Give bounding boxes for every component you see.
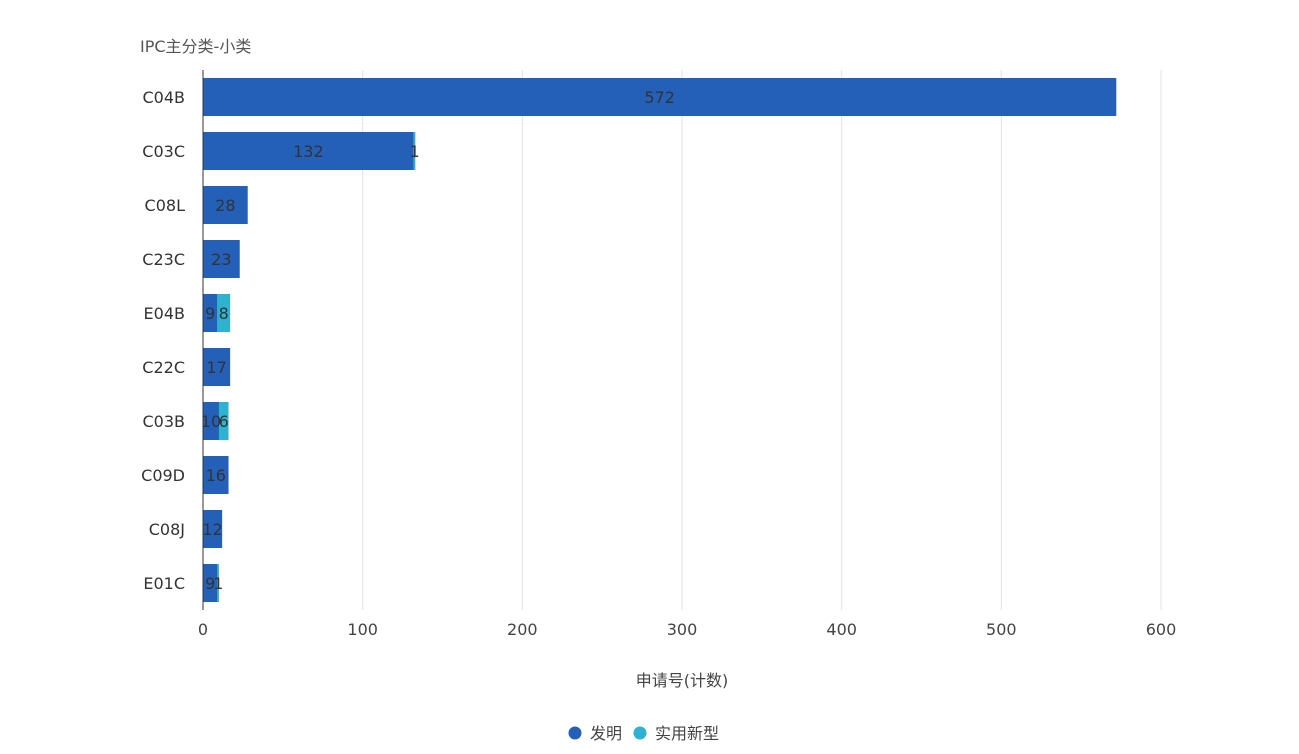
data-label: 23 <box>211 250 231 269</box>
x-tick-label: 400 <box>826 620 857 639</box>
category-label: C04B <box>142 88 185 107</box>
category-label: C08J <box>149 520 185 539</box>
gridlines <box>363 70 1161 610</box>
x-tick-label: 300 <box>667 620 698 639</box>
legend-marker-utility-model[interactable] <box>634 727 647 740</box>
x-tick-label: 200 <box>507 620 538 639</box>
bars <box>203 78 1116 602</box>
category-label: C09D <box>141 466 185 485</box>
category-axis: C04B C03C C08L C23C E04B C22C C03B C09D C08J E01C <box>141 70 203 610</box>
category-label: E01C <box>143 574 185 593</box>
data-label: 17 <box>206 358 226 377</box>
legend-marker-invention[interactable] <box>569 727 582 740</box>
x-tick-label: 100 <box>347 620 378 639</box>
legend-label-utility-model[interactable]: 实用新型 <box>655 724 719 743</box>
legend[interactable]: 发明 实用新型 <box>569 724 720 743</box>
x-tick-label: 0 <box>198 620 208 639</box>
data-label: 16 <box>206 466 226 485</box>
category-label: C03C <box>142 142 185 161</box>
data-label: 572 <box>644 88 675 107</box>
data-label: 9 <box>205 304 215 323</box>
data-label: 132 <box>293 142 324 161</box>
value-axis: 0 100 200 300 400 500 600 <box>198 620 1176 639</box>
category-label: E04B <box>144 304 185 323</box>
x-tick-label: 600 <box>1146 620 1177 639</box>
data-label: 12 <box>202 520 222 539</box>
x-axis-title: 申请号(计数) <box>636 671 729 690</box>
category-axis-title: IPC主分类-小类 <box>140 37 251 56</box>
data-label: 1 <box>409 142 419 161</box>
data-label: 28 <box>215 196 235 215</box>
category-label: C08L <box>145 196 186 215</box>
data-label: 1 <box>213 574 223 593</box>
data-label: 8 <box>219 304 229 323</box>
category-label: C22C <box>142 358 185 377</box>
legend-label-invention[interactable]: 发明 <box>590 724 622 743</box>
x-tick-label: 500 <box>986 620 1017 639</box>
data-label: 6 <box>219 412 229 431</box>
category-label: C23C <box>142 250 185 269</box>
category-label: C03B <box>142 412 185 431</box>
